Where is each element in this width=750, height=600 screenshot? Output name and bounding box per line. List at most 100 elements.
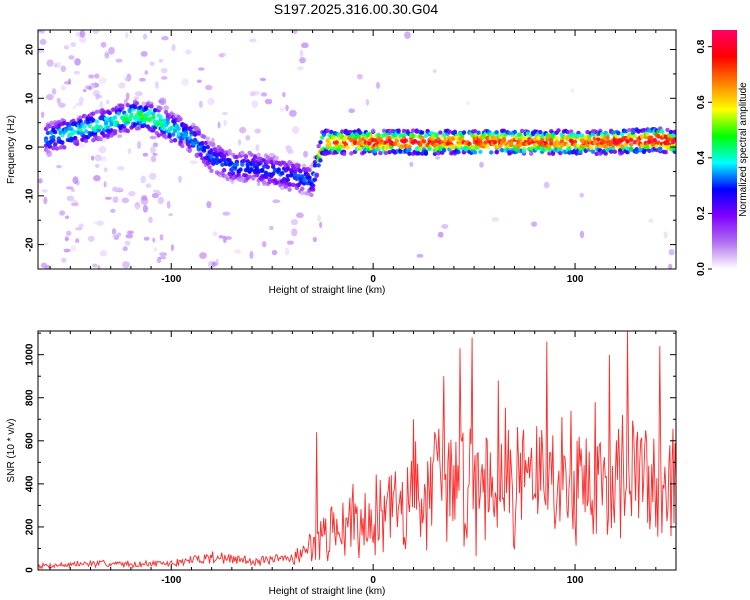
spec-ridge-cell — [78, 127, 83, 132]
spec-noise-cell — [289, 109, 297, 117]
spec-ridge-cell — [72, 135, 78, 141]
spec-ridge-cell — [194, 153, 200, 159]
snr-frame — [37, 330, 677, 571]
spec-ridge-cell — [300, 186, 305, 191]
spec-noise-cell — [312, 236, 317, 243]
spec-ridge-cell — [312, 160, 318, 165]
spec-ridge-cell — [94, 109, 100, 114]
spec-ridge-cell — [652, 137, 658, 143]
spec-ridge-cell — [628, 142, 634, 147]
spec-ridge-cell — [476, 130, 481, 135]
spec-noise-cell — [317, 214, 321, 222]
spec-noise-cell — [71, 202, 79, 207]
spec-noise-cell — [199, 252, 208, 259]
spec-ridge-cell — [554, 139, 559, 145]
spec-noise-cell — [148, 216, 153, 224]
spec-ridge-cell — [641, 128, 647, 133]
spec-ridge-cell — [176, 126, 181, 132]
spec-ridge-cell — [499, 148, 505, 153]
spec-ridge-cell — [576, 130, 581, 136]
spec-ridge-cell — [52, 129, 58, 135]
spec-noise-cell — [296, 212, 304, 219]
spec-ridge-cell — [456, 149, 461, 155]
spec-noise-cell — [356, 73, 363, 80]
spec-noise-cell — [57, 61, 62, 69]
spec-noise-cell — [249, 38, 257, 43]
spec-noise-cell — [259, 77, 267, 82]
spec-ridge-cell — [45, 149, 51, 154]
spec-ridge-cell — [334, 140, 340, 145]
spec-ridge-cell — [349, 138, 354, 143]
spec-ridge-cell — [158, 114, 163, 120]
spec-ridge-cell — [254, 172, 260, 178]
spec-ridge-cell — [49, 120, 54, 126]
spec-noise-cell — [64, 215, 70, 219]
spec-noise-cell — [94, 73, 100, 79]
spec-ridge-cell — [385, 143, 390, 148]
spec-noise-cell — [104, 52, 110, 59]
spec-ridge-cell — [645, 144, 650, 150]
spec-noise-cell — [95, 93, 100, 100]
spec-y-tick-label: 20 — [25, 44, 36, 56]
spec-ridge-cell — [387, 149, 392, 155]
spec-ridge-cell — [663, 134, 668, 140]
spec-noise-cell — [144, 70, 149, 75]
spec-noise-cell — [284, 247, 290, 256]
spec-noise-cell — [185, 49, 192, 55]
spec-noise-cell — [93, 220, 102, 225]
spec-noise-cell — [435, 156, 441, 160]
spec-ridge-cell — [116, 111, 121, 116]
spec-ridge-cell — [258, 161, 263, 166]
spec-ridge-cell — [138, 120, 143, 125]
spec-ridge-cell — [423, 151, 429, 156]
spec-noise-cell — [301, 42, 309, 49]
spec-ridge-cell — [102, 110, 107, 115]
spec-noise-cell — [140, 175, 146, 184]
spec-noise-cell — [158, 58, 164, 63]
spec-noise-cell — [291, 228, 298, 237]
spec-noise-cell — [152, 237, 156, 243]
spec-ridge-cell — [656, 140, 661, 145]
spec-ridge-cell — [316, 163, 321, 168]
spec-ridge-cell — [187, 144, 192, 149]
spec-ridge-cell — [221, 167, 227, 173]
spec-ridge-cell — [550, 134, 556, 140]
spec-ridge-cell — [512, 129, 518, 135]
spec-noise-cell — [133, 96, 140, 100]
spec-ridge-cell — [310, 183, 316, 188]
spec-noise-cell — [117, 166, 125, 171]
spec-ridge-cell — [529, 151, 534, 156]
spec-ridge-cell — [654, 147, 659, 153]
spec-ridge-cell — [659, 128, 665, 134]
spec-ridge-cell — [519, 128, 525, 134]
spec-noise-cell — [112, 196, 119, 203]
spec-noise-cell — [150, 146, 156, 154]
spec-noise-cell — [570, 88, 575, 93]
spec-y-tick-label: -10 — [25, 188, 36, 203]
spec-noise-cell — [409, 161, 414, 168]
spec-ridge-cell — [265, 164, 270, 170]
spec-noise-cell — [152, 189, 160, 193]
snr-x-tick-label: -100 — [161, 575, 181, 586]
spec-ridge-cell — [151, 114, 156, 119]
spec-noise-cell — [272, 199, 281, 204]
spec-ridge-cell — [87, 123, 92, 129]
spec-noise-cell — [238, 139, 242, 146]
spec-noise-cell — [63, 81, 71, 85]
spec-ridge-cell — [483, 140, 489, 145]
spec-ridge-cell — [167, 132, 172, 138]
spec-noise-cell — [264, 98, 273, 105]
spec-noise-cell — [92, 30, 100, 35]
spec-ridge-cell — [565, 129, 570, 135]
spec-ridge-cell — [592, 141, 598, 146]
spec-ridge-cell — [407, 147, 412, 152]
spec-noise-cell — [261, 240, 267, 248]
spec-ridge-cell — [274, 180, 280, 185]
spec-ridge-cell — [590, 149, 596, 154]
colorbar-tick-label: 0.6 — [696, 95, 707, 109]
spec-ridge-cell — [171, 132, 176, 137]
spec-noise-cell — [145, 183, 152, 189]
spec-ridge-cell — [619, 132, 625, 137]
spec-ridge-cell — [398, 148, 403, 154]
spec-ridge-cell — [256, 152, 261, 157]
